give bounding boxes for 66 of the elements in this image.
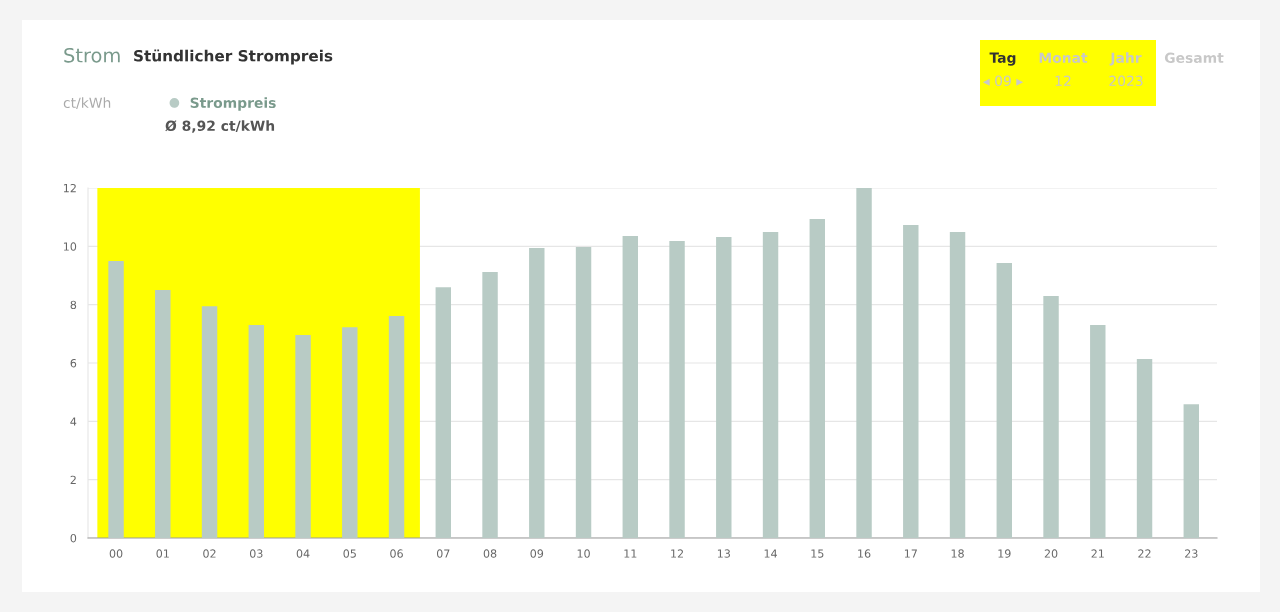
x-tick-label: 17 (904, 549, 917, 558)
text: 12 (1055, 75, 1071, 86)
bar (108, 260, 124, 538)
y-tick-label: 0 (70, 533, 77, 543)
y-tick-label: 12 (63, 183, 76, 193)
x-tick-label: 06 (390, 549, 403, 558)
bar (669, 241, 685, 538)
x-tick-label: 22 (1138, 549, 1151, 558)
text: Jahr (1109, 52, 1142, 66)
y-tick-label: 10 (63, 242, 77, 251)
bar (295, 335, 311, 538)
text: Ø 8,92 ct/kWh (165, 120, 275, 133)
x-tick-label: 10 (577, 549, 590, 558)
bar (1043, 295, 1059, 538)
x-tick-label: 00 (109, 549, 123, 558)
bar (716, 237, 732, 538)
x-tick-label: 15 (811, 549, 824, 558)
x-tick-label: 13 (717, 549, 730, 558)
bar (201, 306, 218, 538)
bar (342, 327, 358, 538)
x-tick-label: 07 (436, 549, 450, 558)
bar (903, 225, 919, 538)
x-tick-label: 21 (1091, 549, 1104, 558)
y-tick-label: 4 (70, 417, 77, 426)
x-tick-label: 20 (1044, 549, 1058, 558)
x-tick-label: 04 (296, 549, 310, 558)
x-tick-label: 02 (203, 549, 216, 558)
bar (248, 325, 265, 538)
bar (575, 246, 592, 538)
bar (996, 262, 1012, 538)
bar (529, 248, 545, 538)
x-tick-label: 14 (764, 549, 777, 558)
y-tick-label: 2 (70, 475, 76, 484)
bar (388, 316, 405, 538)
x-tick-label: 12 (671, 549, 683, 558)
bar (1136, 358, 1153, 538)
y-tick-label: 8 (70, 300, 77, 310)
x-tick-label: 19 (998, 549, 1011, 558)
x-tick-label: 09 (530, 549, 544, 558)
x-tick-label: 23 (1185, 549, 1198, 558)
x-tick-label: 01 (156, 549, 169, 558)
bar (435, 287, 452, 538)
x-tick-label: 16 (858, 549, 871, 558)
x-tick-label: 03 (249, 549, 263, 558)
text: ct/kWh (63, 97, 111, 110)
x-tick-label: 05 (343, 549, 356, 558)
bar (762, 232, 779, 538)
text: Tag (989, 52, 1016, 66)
bar (809, 218, 826, 538)
text: 2023 (1109, 75, 1143, 87)
bar (622, 236, 639, 538)
x-tick-label: 08 (483, 549, 497, 558)
text: Monat (1039, 52, 1088, 64)
bar (856, 188, 872, 538)
bar (1183, 404, 1199, 538)
bar (949, 232, 966, 538)
bar (482, 272, 498, 538)
bar (155, 290, 171, 538)
x-tick-label: 11 (624, 549, 637, 558)
bar (1090, 325, 1106, 538)
chart-subtitle: Stündlicher Strompreis (134, 49, 333, 65)
x-tick-label: 18 (951, 549, 964, 558)
chart-title: Strom (64, 47, 120, 63)
text: ◂ 09 ▸ (982, 75, 1024, 87)
legend-label: Strompreis (190, 97, 276, 111)
y-tick-label: 6 (70, 358, 77, 368)
